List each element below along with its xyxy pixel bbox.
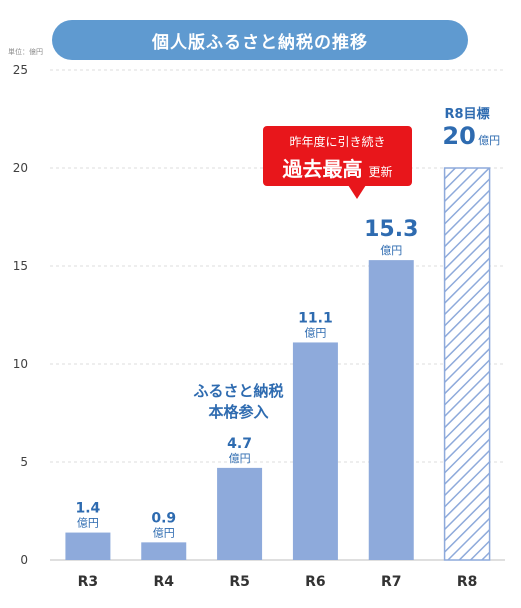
- data-label-unit: 億円: [380, 244, 402, 257]
- y-tick-label: 0: [20, 553, 28, 567]
- x-tick-label: R5: [229, 574, 250, 590]
- x-tick-label: R8: [457, 574, 478, 590]
- entry-note: ふるさと納税 本格参入: [186, 381, 291, 423]
- data-label: 15.3: [364, 217, 418, 242]
- x-tick-label: R6: [305, 574, 326, 590]
- callout-line1: 昨年度に引き続き: [289, 135, 386, 149]
- callout-highlight: 過去最高: [282, 157, 363, 181]
- record-callout: 昨年度に引き続き 過去最高 更新: [263, 126, 412, 186]
- callout-suffix: 更新: [368, 165, 393, 179]
- data-label: 4.7: [227, 436, 252, 452]
- bars: [65, 167, 491, 561]
- x-tick-label: R4: [153, 574, 174, 590]
- data-label-unit: 億円: [229, 452, 251, 465]
- data-label: 11.1: [298, 310, 333, 326]
- data-label: 1.4: [76, 501, 101, 517]
- y-tick-label: 5: [20, 455, 28, 469]
- data-label-unit: 億円: [153, 526, 175, 539]
- target-bar: [443, 167, 491, 561]
- bar: [368, 260, 414, 560]
- y-axis-ticks: 0 5 10 15 20 25: [13, 63, 28, 567]
- y-tick-label: 25: [13, 63, 28, 77]
- x-tick-label: R3: [78, 574, 99, 590]
- data-label-unit: 億円: [304, 326, 326, 339]
- y-tick-label: 15: [13, 259, 28, 273]
- data-label: 20: [442, 122, 475, 150]
- x-axis-ticks: R3 R4 R5 R6 R7 R8: [78, 574, 478, 590]
- data-label-unit: 億円: [478, 134, 500, 147]
- unit-label: 単位：億円: [8, 48, 43, 56]
- chart-title: 個人版ふるさと納税の推移: [52, 20, 468, 60]
- gridlines: [50, 69, 505, 561]
- data-label: 0.9: [151, 510, 176, 526]
- note-line2: 本格参入: [208, 403, 269, 421]
- y-tick-label: 20: [13, 161, 28, 175]
- note-line1: ふるさと納税: [193, 382, 284, 400]
- y-tick-label: 10: [13, 357, 28, 371]
- target-header: R8目標: [445, 106, 490, 122]
- bar: [141, 542, 187, 560]
- x-tick-label: R7: [381, 574, 402, 590]
- callout-line2: 過去最高 更新: [263, 153, 412, 182]
- bar: [217, 467, 263, 560]
- callout-pointer: [348, 185, 366, 199]
- bar: [292, 342, 338, 560]
- bar: [65, 532, 111, 560]
- data-label-unit: 億円: [77, 517, 99, 530]
